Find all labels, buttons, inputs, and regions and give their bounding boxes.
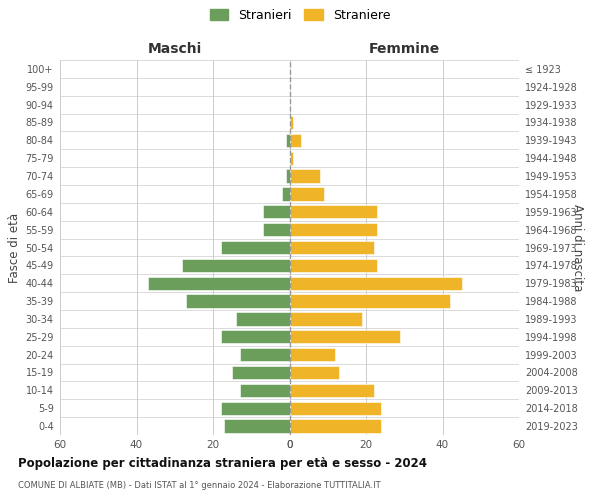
Bar	[290, 205, 377, 218]
Bar	[224, 420, 290, 433]
Bar	[182, 258, 290, 272]
Bar	[290, 276, 461, 290]
Text: COMUNE DI ALBIATE (MB) - Dati ISTAT al 1° gennaio 2024 - Elaborazione TUTTITALIA: COMUNE DI ALBIATE (MB) - Dati ISTAT al 1…	[18, 481, 380, 490]
Bar	[286, 170, 290, 183]
Bar	[290, 241, 374, 254]
Bar	[290, 312, 362, 326]
Title: Femmine: Femmine	[368, 42, 440, 56]
Title: Maschi: Maschi	[148, 42, 202, 56]
Bar	[290, 348, 335, 362]
Bar	[290, 420, 382, 433]
Bar	[290, 402, 382, 415]
Bar	[263, 205, 290, 218]
Bar	[240, 348, 290, 362]
Y-axis label: Fasce di età: Fasce di età	[8, 212, 21, 282]
Bar	[236, 312, 290, 326]
Bar	[290, 170, 320, 183]
Bar	[148, 276, 290, 290]
Bar	[290, 223, 377, 236]
Bar	[240, 384, 290, 397]
Text: Popolazione per cittadinanza straniera per età e sesso - 2024: Popolazione per cittadinanza straniera p…	[18, 458, 427, 470]
Bar	[290, 134, 301, 147]
Legend: Stranieri, Straniere: Stranieri, Straniere	[207, 6, 393, 24]
Bar	[221, 241, 290, 254]
Bar	[282, 187, 290, 200]
Bar	[290, 294, 450, 308]
Bar	[186, 294, 290, 308]
Bar	[286, 134, 290, 147]
Bar	[290, 116, 293, 129]
Bar	[290, 366, 339, 379]
Y-axis label: Anni di nascita: Anni di nascita	[571, 204, 584, 291]
Bar	[232, 366, 290, 379]
Bar	[290, 330, 400, 344]
Bar	[290, 258, 377, 272]
Bar	[290, 152, 293, 165]
Bar	[221, 330, 290, 344]
Bar	[263, 223, 290, 236]
Bar	[221, 402, 290, 415]
Bar	[290, 384, 374, 397]
Bar	[290, 187, 324, 200]
